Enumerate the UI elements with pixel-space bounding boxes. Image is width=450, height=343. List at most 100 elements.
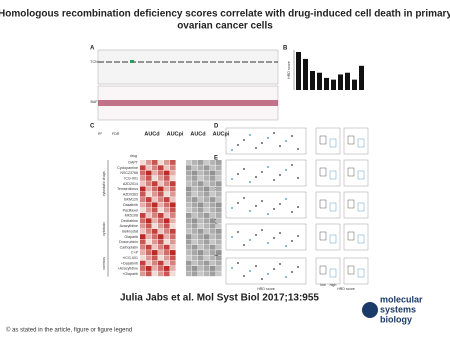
heatmap-cell	[146, 170, 152, 176]
drug-label: Cyclopamine	[117, 166, 138, 170]
heatmap-cell	[192, 218, 198, 224]
heatmap-cell	[140, 160, 146, 165]
logo: biology	[380, 314, 412, 324]
point	[255, 176, 257, 178]
baf-trace	[98, 100, 278, 106]
heatmap-cell	[146, 218, 152, 224]
point	[231, 267, 233, 269]
heatmap-cell	[158, 234, 164, 240]
heatmap-cell	[152, 175, 158, 181]
box-panel	[315, 191, 341, 219]
box	[329, 170, 337, 180]
heatmap-cell	[158, 260, 164, 266]
heatmap-cell	[186, 234, 192, 240]
heatmap-cell	[170, 250, 176, 255]
point	[291, 271, 293, 273]
x-axis-label: HRD score	[257, 287, 275, 291]
logo: systems	[380, 304, 416, 314]
heatmap-cell	[204, 271, 210, 277]
heatmap-cell	[158, 250, 164, 255]
drug-label: Belinostat	[122, 230, 138, 234]
heatmap-cell	[152, 255, 158, 261]
x-axis-label: HRD score	[337, 287, 355, 291]
drug-label: +ICG-001	[122, 256, 138, 260]
point	[267, 213, 269, 215]
point	[255, 234, 257, 236]
heatmap-cell	[146, 186, 152, 192]
point	[243, 275, 245, 277]
heatmap-cell	[164, 228, 170, 234]
point	[249, 239, 251, 241]
heatmap-cell	[186, 181, 192, 187]
heatmap-cell	[146, 260, 152, 266]
heatmap-cell	[140, 244, 146, 250]
point	[237, 231, 239, 233]
heatmap-cell	[216, 228, 222, 234]
heatmap-cell	[146, 266, 152, 271]
box	[347, 135, 355, 145]
heatmap-cell	[216, 271, 222, 277]
heatmap-cell	[158, 271, 164, 277]
point	[231, 207, 233, 209]
heatmap-cell	[152, 213, 158, 218]
heatmap-cell	[146, 207, 152, 213]
point	[255, 205, 257, 207]
bar	[352, 79, 357, 90]
heatmap-cell	[210, 170, 216, 176]
heatmap-cell	[152, 170, 158, 176]
drug-label: Dasatinib	[123, 203, 138, 207]
heatmap-cell	[140, 213, 146, 218]
heatmap-cell	[140, 218, 146, 224]
column-label: drug	[130, 154, 137, 158]
heatmap-cell	[152, 239, 158, 245]
heatmap-cell	[198, 239, 204, 245]
heatmap-cell	[192, 260, 198, 266]
heatmap-cell	[198, 181, 204, 187]
heatmap-cell	[164, 181, 170, 187]
heatmap-cell	[198, 170, 204, 176]
heatmap-cell	[210, 181, 216, 187]
bar	[331, 79, 336, 90]
heatmap-cell	[140, 175, 146, 181]
footer: © as stated in the article, figure or fi…	[6, 327, 132, 334]
heatmap-cell	[170, 207, 176, 213]
heatmap-cell	[210, 202, 216, 208]
heatmap-cell	[140, 165, 146, 171]
heatmap-cell	[210, 234, 216, 240]
heatmap-cell	[170, 223, 176, 229]
heatmap-cell	[204, 181, 210, 187]
heatmap-cell	[158, 218, 164, 224]
heatmap-cell	[186, 255, 192, 261]
heatmap-cell	[152, 202, 158, 208]
heatmap-cell	[198, 165, 204, 171]
heatmap-cell	[198, 228, 204, 234]
point	[243, 197, 245, 199]
title: ovarian cancer cells	[177, 21, 273, 32]
heatmap-cell	[204, 239, 210, 245]
point	[279, 145, 281, 147]
heatmap-cell	[192, 234, 198, 240]
heatmap-cell	[170, 160, 176, 165]
box-panel	[315, 223, 341, 251]
group-label: cytostatic drugs	[102, 171, 106, 196]
heatmap-cell	[186, 260, 192, 266]
heatmap-cell	[186, 244, 192, 250]
point	[297, 206, 299, 208]
point	[279, 263, 281, 265]
heatmap-cell	[164, 271, 170, 277]
legend-label: FDR	[112, 132, 120, 136]
point	[249, 134, 251, 136]
heatmap-cell	[210, 239, 216, 245]
heatmap-cell	[170, 213, 176, 218]
heatmap-cell	[210, 218, 216, 224]
box	[347, 199, 355, 209]
point	[261, 142, 263, 144]
heatmap-cell	[198, 207, 204, 213]
heatmap-cell	[210, 260, 216, 266]
heatmap-cell	[186, 170, 192, 176]
point	[291, 135, 293, 137]
heatmap-cell	[198, 202, 204, 208]
heatmap-cell	[204, 197, 210, 202]
heatmap-cell	[170, 255, 176, 261]
box	[319, 135, 327, 145]
